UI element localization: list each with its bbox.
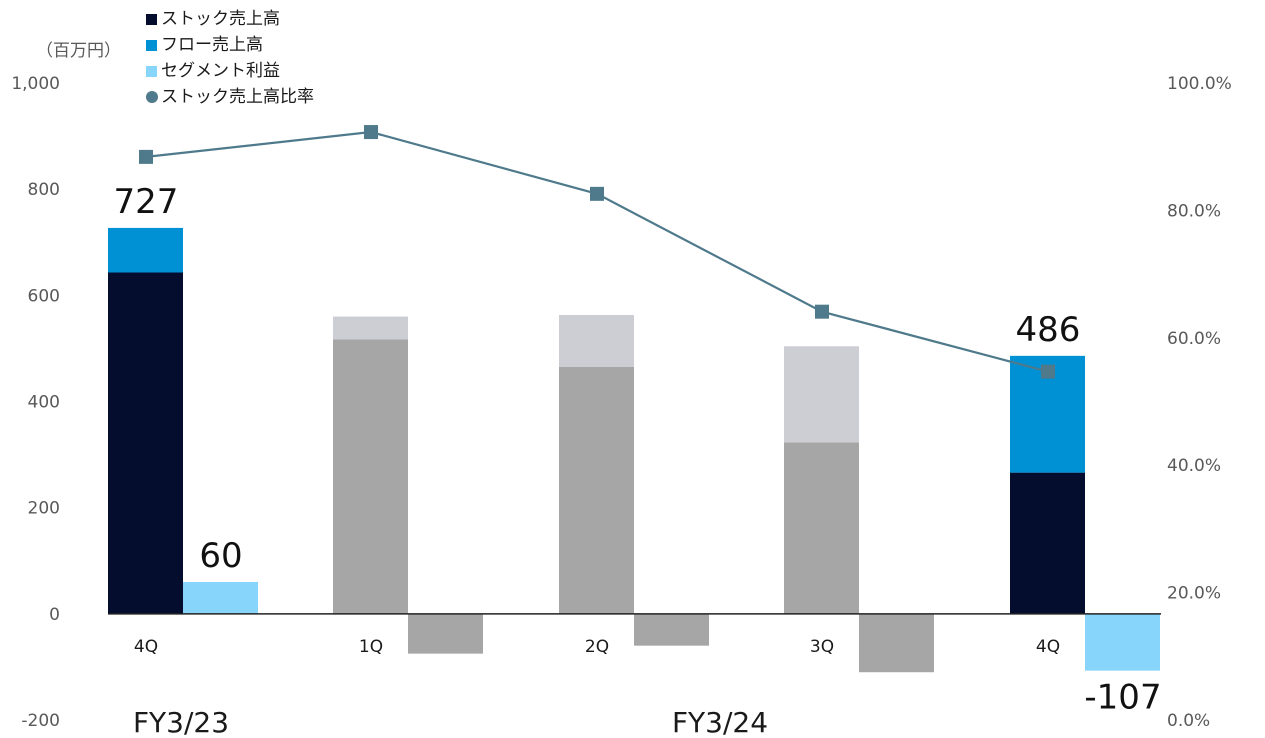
x-tick-label: 4Q (134, 637, 158, 657)
chart-legend: ストック売上高 フロー売上高 セグメント利益 ストック売上高比率 (146, 6, 314, 110)
bar-stock-sales (784, 442, 859, 614)
period-label: FY3/23 (133, 706, 229, 738)
y-left-tick-label: -200 (21, 711, 60, 731)
bar-flow-sales (784, 346, 859, 443)
y-left-tick-label: 800 (28, 180, 60, 200)
legend-swatch-flow-sales (146, 39, 157, 51)
legend-swatch-stock-sales (146, 13, 157, 25)
y-left-tick-label: 0 (49, 605, 60, 625)
marker-stock-ratio (364, 125, 378, 140)
legend-label-stock-ratio: ストック売上高比率 (161, 87, 314, 107)
y-left-tick-label: 400 (28, 393, 60, 413)
legend-item-flow-sales: フロー売上高 (146, 32, 314, 58)
legend-label-segment-profit: セグメント利益 (161, 61, 280, 81)
legend-item-segment-profit: セグメント利益 (146, 58, 314, 84)
legend-label-flow-sales: フロー売上高 (161, 35, 263, 55)
y-right-tick-label: 40.0% (1167, 456, 1221, 476)
x-tick-label: 3Q (810, 637, 834, 657)
bar-segment-profit (859, 613, 934, 673)
bar-flow-sales (108, 227, 183, 273)
y-right-tick-label: 20.0% (1167, 584, 1221, 604)
data-label: -107 (1084, 678, 1161, 718)
bar-stock-sales (108, 272, 183, 614)
y-right-tick-label: 100.0% (1167, 74, 1232, 94)
x-tick-label: 1Q (359, 637, 383, 657)
data-label: 60 (199, 536, 242, 576)
marker-stock-ratio (590, 186, 604, 201)
bar-segment-profit (183, 581, 258, 614)
legend-item-stock-sales: ストック売上高 (146, 6, 314, 32)
legend-swatch-segment-profit (146, 65, 157, 77)
bar-stock-sales (333, 339, 408, 614)
y-right-tick-label: 0.0% (1167, 711, 1210, 731)
marker-stock-ratio (815, 304, 829, 319)
bar-flow-sales (559, 314, 634, 367)
unit-label: （百万円） (36, 41, 121, 61)
data-label: 727 (114, 182, 179, 222)
bar-flow-sales (333, 316, 408, 340)
y-left-tick-label: 1,000 (11, 74, 60, 94)
bar-segment-profit (1085, 613, 1160, 671)
y-right-tick-label: 60.0% (1167, 329, 1221, 349)
marker-stock-ratio (139, 149, 153, 164)
bar-segment-profit (634, 613, 709, 646)
bar-stock-sales (559, 366, 634, 614)
data-label: 486 (1016, 310, 1081, 350)
x-tick-label: 4Q (1036, 637, 1060, 657)
legend-marker-stock-ratio (146, 91, 158, 103)
x-tick-label: 2Q (585, 637, 609, 657)
y-left-tick-label: 600 (28, 286, 60, 306)
period-label: FY3/24 (672, 706, 768, 738)
bar-segment-profit (408, 613, 483, 654)
marker-stock-ratio (1041, 364, 1055, 379)
legend-item-stock-ratio: ストック売上高比率 (146, 84, 314, 110)
y-left-tick-label: 200 (28, 499, 60, 519)
legend-label-stock-sales: ストック売上高 (161, 9, 280, 29)
bar-stock-sales (1010, 472, 1085, 614)
y-right-tick-label: 80.0% (1167, 201, 1221, 221)
